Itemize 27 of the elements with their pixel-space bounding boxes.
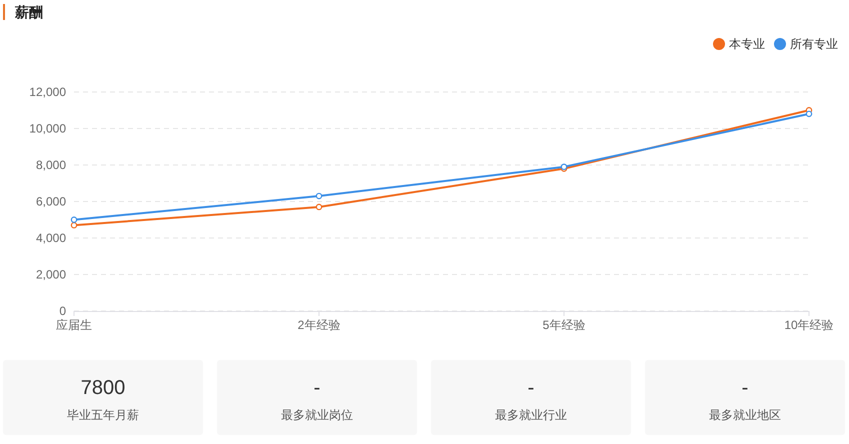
chart-title: 薪酬 xyxy=(14,4,43,20)
text: - xyxy=(742,377,748,399)
y-tick-label: 6,000 xyxy=(36,194,66,208)
text: 7800 xyxy=(80,377,126,399)
x-tick-label: 5年经验 xyxy=(542,318,586,332)
point xyxy=(70,222,78,228)
y-tick-label: 0 xyxy=(59,304,66,318)
x-tick-label: 应届生 xyxy=(56,318,92,332)
point xyxy=(70,216,78,223)
x-tick-label: 10年经验 xyxy=(784,318,834,332)
text: 毕业五年月薪 xyxy=(67,408,139,422)
point xyxy=(316,204,322,210)
legend-label: 本专业 xyxy=(729,37,765,51)
text: 最多就业岗位 xyxy=(281,408,353,422)
y-tick-label: 4,000 xyxy=(36,231,66,245)
legend-label: 所有专业 xyxy=(790,37,838,51)
y-tick-label: 2,000 xyxy=(36,268,66,282)
point xyxy=(316,192,322,200)
y-tick-label: 10,000 xyxy=(29,122,66,136)
y-tick-label: 8,000 xyxy=(36,158,66,172)
text: - xyxy=(314,377,320,399)
y-tick-label: 12,000 xyxy=(29,85,66,99)
text: 最多就业行业 xyxy=(495,408,567,422)
point xyxy=(806,110,812,118)
text: - xyxy=(528,377,534,399)
text: 最多就业地区 xyxy=(709,408,781,422)
x-tick-label: 2年经验 xyxy=(298,318,340,332)
